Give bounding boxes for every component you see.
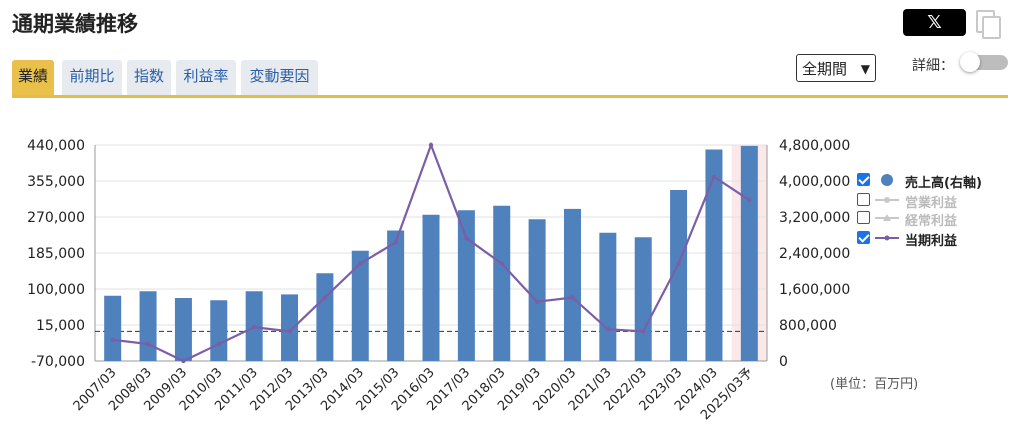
right-axis-tick-label: 2,400,000 bbox=[779, 246, 850, 262]
unit-label: (単位：百万円) bbox=[830, 377, 919, 392]
left-axis-tick-label: 355,000 bbox=[27, 174, 85, 190]
bar bbox=[104, 295, 122, 361]
legend-label: 売上高(右軸) bbox=[905, 176, 982, 191]
net-income-point bbox=[534, 299, 540, 304]
line-marker-icon bbox=[875, 210, 899, 226]
bar bbox=[493, 205, 511, 361]
bar bbox=[316, 273, 334, 361]
bar bbox=[705, 149, 723, 361]
tab-yoy[interactable]: 前期比 bbox=[62, 60, 122, 96]
line-marker-icon bbox=[875, 192, 899, 208]
tab-results[interactable]: 業績 bbox=[12, 60, 54, 96]
net-income-point bbox=[464, 235, 469, 241]
net-income-point bbox=[110, 337, 115, 343]
tab-factors[interactable]: 変動要因 bbox=[241, 60, 318, 96]
detail-toggle[interactable] bbox=[960, 52, 1008, 72]
left-axis-tick-label: 440,000 bbox=[27, 138, 85, 154]
net-income-point bbox=[499, 261, 504, 266]
legend-label: 当期利益 bbox=[905, 234, 958, 249]
right-axis-tick-label: 4,800,000 bbox=[779, 138, 850, 154]
right-axis-tick-label: 800,000 bbox=[779, 318, 837, 334]
net-income-point bbox=[428, 142, 434, 148]
net-income-point bbox=[747, 197, 752, 203]
net-income-point bbox=[641, 329, 646, 334]
bar bbox=[634, 237, 652, 361]
right-axis-tick-label: 4,000,000 bbox=[779, 174, 850, 190]
right-axis-tick-label: 0 bbox=[779, 354, 788, 370]
chevron-down-icon: ▼ bbox=[860, 62, 870, 76]
x-share-button[interactable]: 𝕏 bbox=[903, 9, 966, 36]
net-income-point bbox=[676, 261, 681, 266]
bar bbox=[563, 208, 581, 361]
net-income-point bbox=[181, 358, 186, 364]
bar bbox=[174, 298, 192, 361]
net-income-point bbox=[393, 240, 398, 245]
right-axis-tick-label: 1,600,000 bbox=[779, 282, 850, 298]
bar bbox=[387, 230, 405, 361]
net-income-point bbox=[216, 341, 221, 347]
legend-item-net[interactable]: 当期利益 bbox=[857, 230, 1017, 249]
left-axis-tick-label: 270,000 bbox=[27, 210, 85, 226]
legend-checkbox[interactable] bbox=[857, 231, 870, 244]
net-income-point bbox=[605, 327, 611, 332]
left-axis-tick-label: 100,000 bbox=[27, 282, 85, 298]
left-axis-tick-label: 15,000 bbox=[36, 318, 85, 334]
detail-label: 詳細： bbox=[912, 58, 954, 74]
left-axis-tick-label: -70,000 bbox=[31, 354, 85, 370]
net-income-point bbox=[251, 324, 257, 330]
net-income-point bbox=[287, 329, 292, 334]
bar bbox=[210, 300, 228, 361]
right-axis-tick-label: 3,200,000 bbox=[779, 210, 850, 226]
legend-checkbox[interactable] bbox=[857, 193, 870, 206]
circle-icon bbox=[875, 172, 899, 188]
net-income-point bbox=[322, 295, 328, 300]
page-title: 通期業績推移 bbox=[12, 12, 138, 36]
bar bbox=[457, 210, 475, 361]
tab-underline bbox=[12, 95, 1008, 98]
bar bbox=[528, 219, 546, 361]
line-marker-icon bbox=[875, 230, 899, 246]
legend-item-ordinary[interactable]: 経常利益 bbox=[857, 210, 1017, 229]
net-income-point bbox=[358, 261, 363, 266]
legend-checkbox[interactable] bbox=[857, 211, 870, 224]
bar bbox=[422, 214, 440, 361]
copy-icon[interactable] bbox=[976, 10, 1001, 39]
bar bbox=[599, 232, 617, 361]
net-income-point bbox=[570, 295, 575, 300]
bar bbox=[281, 294, 299, 361]
tab-margin[interactable]: 利益率 bbox=[176, 60, 236, 96]
bar bbox=[670, 190, 688, 361]
legend-label: 経常利益 bbox=[905, 214, 958, 229]
tab-index[interactable]: 指数 bbox=[127, 60, 171, 96]
legend-label: 営業利益 bbox=[905, 196, 958, 211]
legend-item-operating[interactable]: 営業利益 bbox=[857, 192, 1017, 211]
legend-item-sales[interactable]: 売上高(右軸) bbox=[857, 172, 1017, 191]
bar bbox=[351, 250, 369, 361]
bar bbox=[139, 291, 157, 361]
net-income-point bbox=[145, 341, 151, 347]
legend-checkbox[interactable] bbox=[857, 173, 870, 186]
period-select[interactable]: 全期間 ▼ bbox=[796, 54, 876, 82]
net-income-point bbox=[711, 174, 717, 179]
left-axis-tick-label: 185,000 bbox=[27, 246, 85, 262]
bar bbox=[740, 145, 758, 361]
period-select-value: 全期間 bbox=[802, 60, 848, 78]
